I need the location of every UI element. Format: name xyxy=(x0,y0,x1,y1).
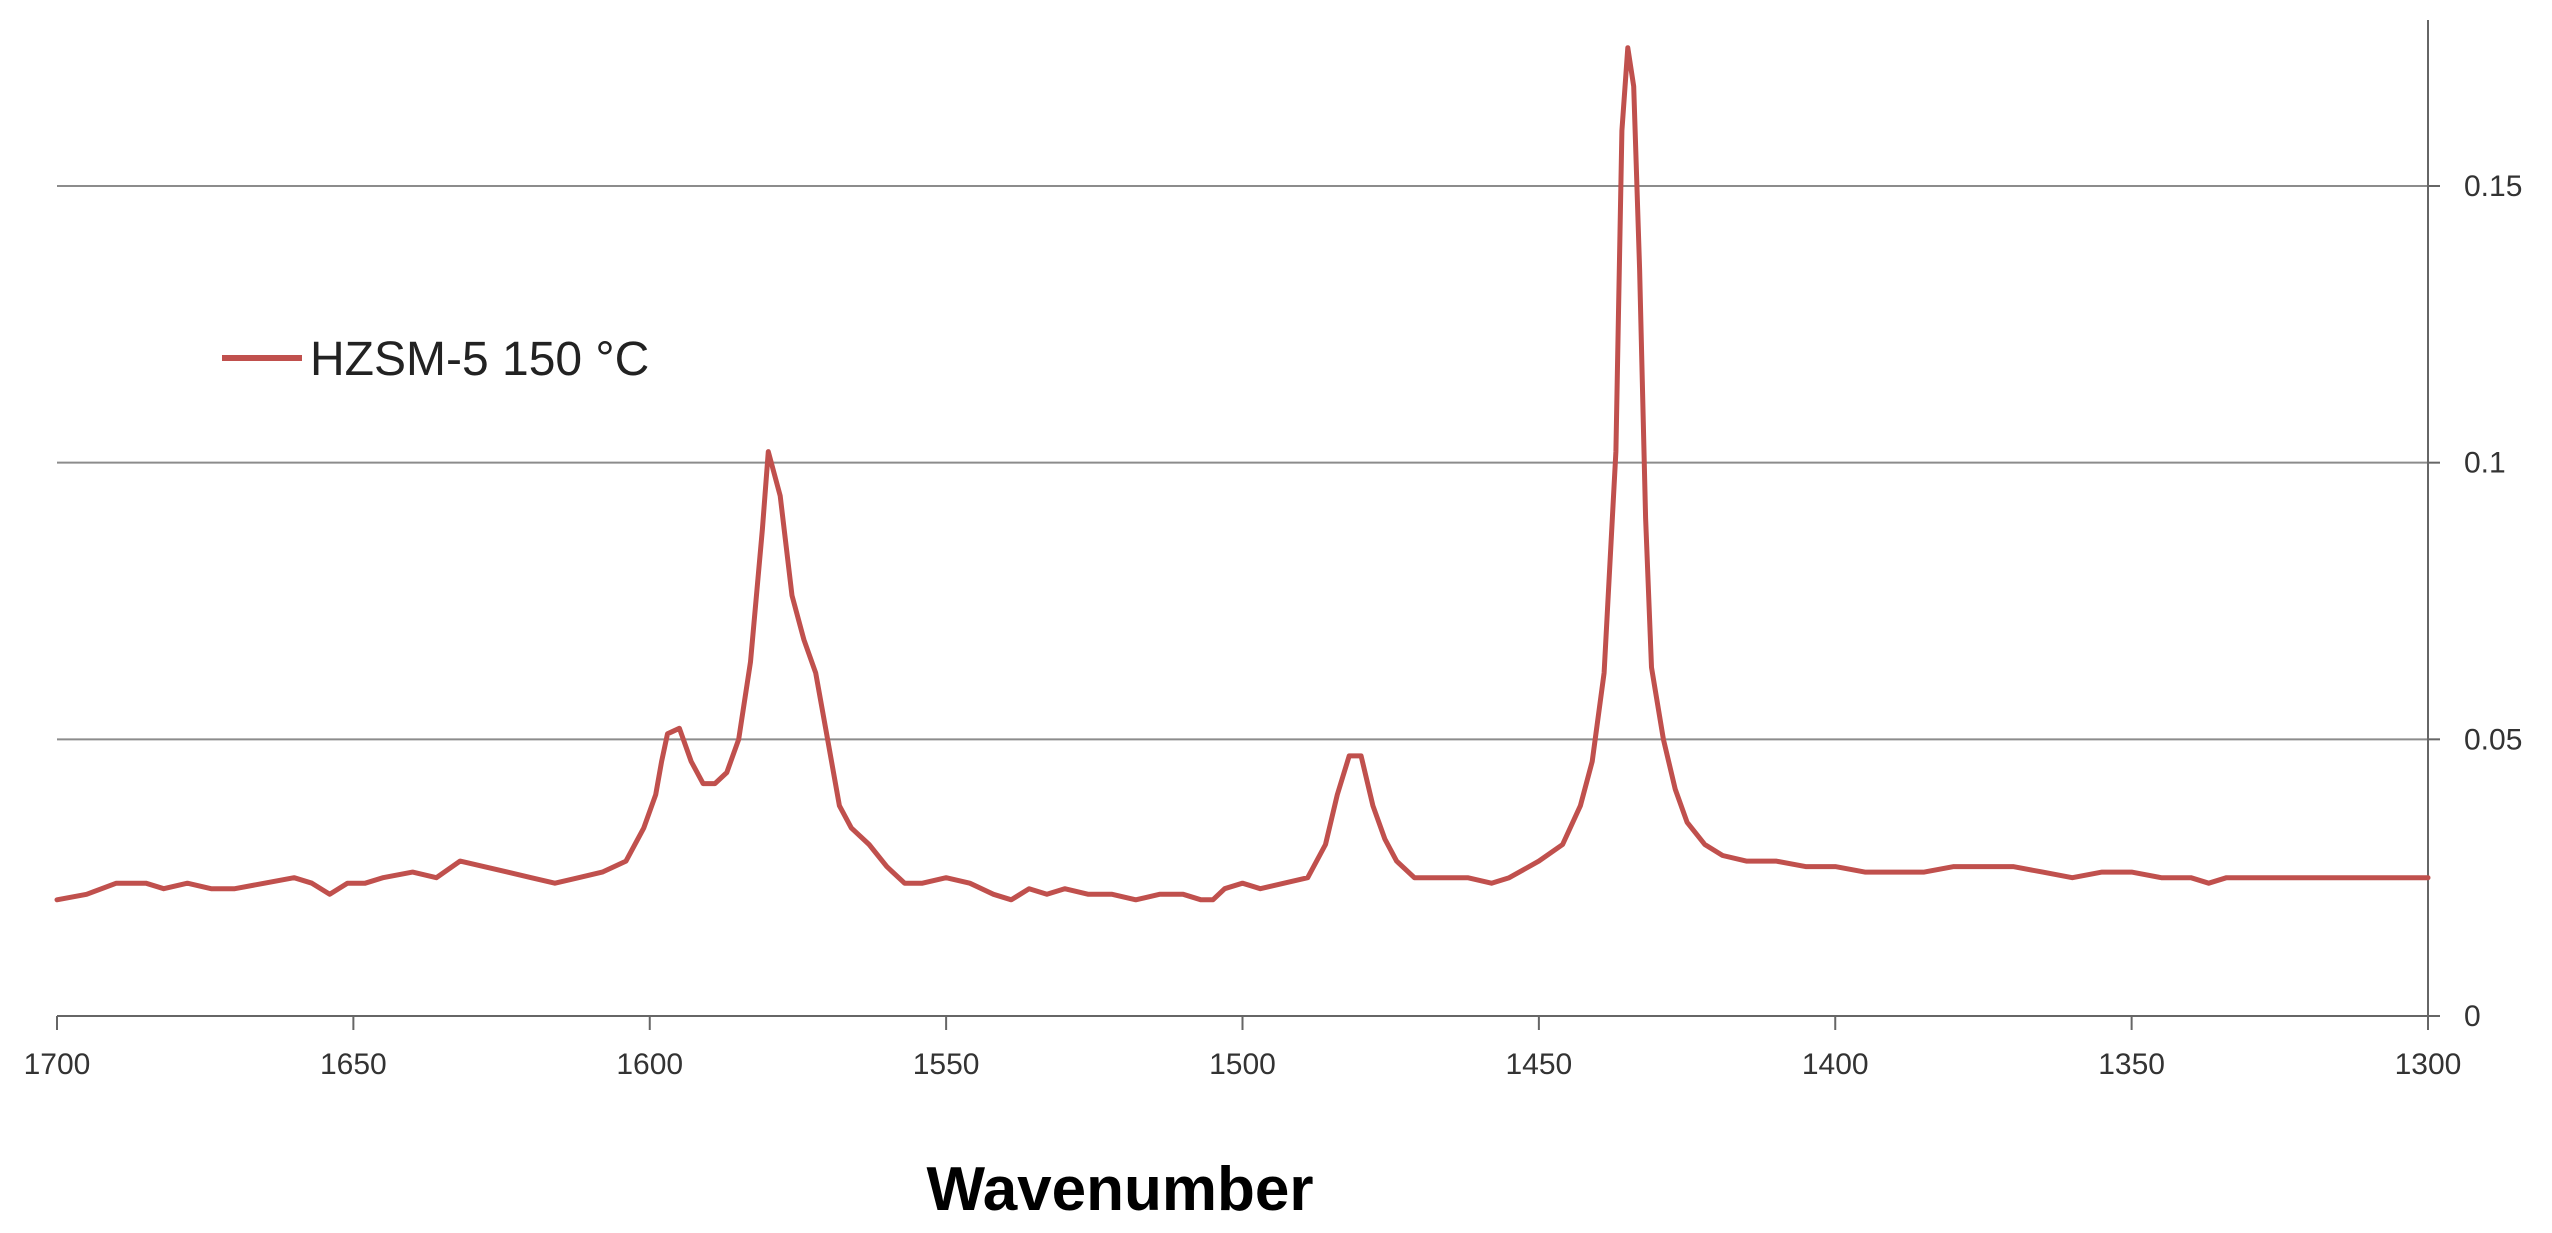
y-tick-label: 0.1 xyxy=(2464,447,2506,480)
y-tick-label: 0 xyxy=(2464,1000,2481,1033)
x-tick-label: 1350 xyxy=(2098,1048,2165,1081)
x-tick-label: 1550 xyxy=(913,1048,980,1081)
legend: HZSM-5 150 °C xyxy=(222,333,649,386)
x-tick-label: 1650 xyxy=(320,1048,387,1081)
legend-label: HZSM-5 150 °C xyxy=(310,333,649,386)
x-tick-label: 1300 xyxy=(2395,1048,2462,1081)
y-tick-label: 0.05 xyxy=(2464,723,2522,756)
series-line xyxy=(54,45,2431,903)
x-tick-label: 1500 xyxy=(1209,1048,1276,1081)
x-tick-label: 1700 xyxy=(24,1048,91,1081)
plot-area xyxy=(54,45,2431,903)
x-tick-label: 1600 xyxy=(616,1048,683,1081)
gridlines xyxy=(57,185,2428,741)
x-tick-label: 1400 xyxy=(1802,1048,1869,1081)
x-axis-title: Wavenumber xyxy=(926,1155,1313,1224)
x-axis-ticks: 1700 1650 1600 1550 1500 1450 1400 1350 1300 xyxy=(24,1016,2462,1081)
x-tick-label: 1450 xyxy=(1506,1048,1573,1081)
y-axis-ticks: 0 0.05 0.1 0.15 xyxy=(2428,170,2522,1033)
y-tick-label: 0.15 xyxy=(2464,170,2522,203)
